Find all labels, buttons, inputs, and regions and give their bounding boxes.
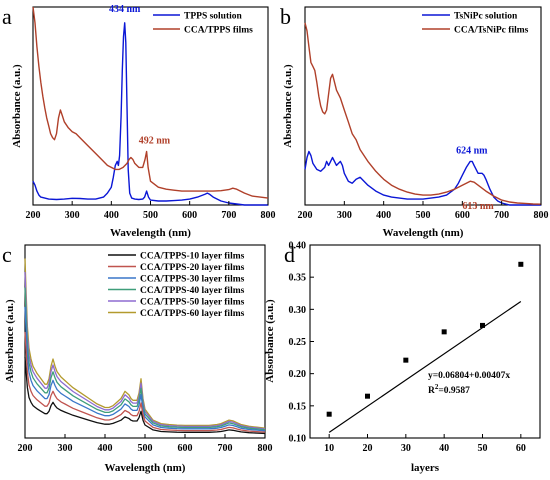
panel-c-x-tick-label-600: 600 — [178, 443, 193, 454]
panel-d-y-tick-label-0.10: 0.10 — [289, 434, 307, 445]
annotation-624nm: 624 nm — [456, 146, 488, 157]
panel-letter-b: b — [280, 4, 291, 29]
data-point-layers-60 — [518, 261, 524, 267]
panel-d-y-ticks: 0.10 0.15 0.20 0.25 0.30 0.35 0.40 — [289, 241, 314, 445]
panel-letter-d: d — [284, 242, 295, 267]
legend-label-cca-tpps-10-layer-films: CCA/TPPS-10 layer films — [140, 252, 245, 262]
fit-equation: y=0.06804+0.00407x — [428, 371, 510, 381]
panel-d-x-tick-label-40: 40 — [439, 443, 449, 454]
panel-b-x-tick-label-700: 700 — [494, 210, 509, 221]
series-line-cca-tpps-films — [32, 6, 269, 199]
panel-d-y-tick-label-0.15: 0.15 — [289, 401, 307, 412]
panel-a-x-axis-label: Wavelength (nm) — [110, 227, 191, 239]
panel-b-x-tick-label-400: 400 — [376, 210, 391, 221]
series-line-cca-tpps-10-layer-films — [24, 356, 266, 435]
panel-d-y-tick-label-0.20: 0.20 — [289, 369, 307, 380]
panel-d-x-tick-label-20: 20 — [363, 443, 373, 454]
panel-c-x-tick-label-800: 800 — [258, 443, 273, 454]
fit-r-squared: R2=0.9587 — [428, 383, 470, 396]
panel-a-y-axis-label: Absorbance (a.u.) — [11, 64, 23, 148]
panel-a-frame — [32, 6, 269, 206]
panel-c-x-axis-label: Wavelength (nm) — [105, 462, 186, 474]
legend-label-tpps-solution: TPPS solution — [184, 12, 243, 22]
panel-b-x-tick-label-500: 500 — [416, 210, 431, 221]
panel-c: c 200 300 400 500 600 700 800 Wavelength (nm) … — [2, 242, 273, 474]
panel-a-x-tick-label-200: 200 — [26, 210, 41, 221]
panel-d: d 10 20 30 40 50 60 0.100.150.200.250.300.350… — [264, 241, 541, 474]
panel-d-x-tick-label-60: 60 — [516, 443, 526, 454]
panel-b-x-tick-label-800: 800 — [534, 210, 549, 221]
legend-label-cca-tpps-films: CCA/TPPS films — [184, 26, 253, 36]
annotation-434nm: 434 nm — [109, 4, 141, 15]
panel-c-x-tick-label-700: 700 — [218, 443, 233, 454]
panel-b-x-ticks: 200 300 400 500 600 700 800 — [298, 201, 549, 221]
panel-d-plot — [326, 261, 524, 433]
legend-label-cca-tpps-30-layer-films: CCA/TPPS-30 layer films — [140, 275, 245, 285]
panel-c-x-tick-label-500: 500 — [138, 443, 153, 454]
fit-line — [328, 300, 522, 433]
panel-a-x-tick-label-600: 600 — [182, 210, 197, 221]
panel-d-frame — [309, 244, 541, 439]
legend-label-tsnipc-solution: TsNiPc solution — [454, 12, 518, 22]
data-point-layers-20 — [365, 393, 370, 399]
series-line-cca-tpps-50-layer-films — [24, 271, 266, 430]
panel-d-y-tick-label-0.25: 0.25 — [289, 337, 307, 348]
panel-a-x-tick-label-800: 800 — [261, 210, 276, 221]
legend-label-cca-tpps-20-layer-films: CCA/TPPS-20 layer films — [140, 263, 245, 273]
panel-c-x-ticks: 200 300 400 500 600 700 800 — [18, 434, 273, 454]
panel-b-plot — [304, 22, 542, 206]
panel-a: a 200 300 400 500 600 700 800 Wavelength (nm) … — [2, 4, 276, 239]
series-line-tsnipc-solution — [304, 150, 541, 206]
panel-letter-c: c — [2, 242, 12, 267]
panel-d-x-axis-label: layers — [411, 462, 440, 474]
panel-b-x-axis-label: Wavelength (nm) — [383, 227, 464, 239]
legend-label-cca-tpps-60-layer-films: CCA/TPPS-60 layer films — [140, 309, 245, 319]
panel-a-x-ticks: 200 300 400 500 600 700 800 — [26, 201, 276, 221]
panel-a-x-tick-label-300: 300 — [65, 210, 80, 221]
data-point-layers-30 — [403, 357, 409, 363]
series-line-cca-tsnipc-films — [304, 22, 542, 205]
panel-b-frame — [304, 6, 542, 206]
panel-c-x-tick-label-400: 400 — [98, 443, 113, 454]
panel-a-legend: TPPS solution CCA/TPPS films — [153, 12, 253, 36]
panel-d-x-ticks: 10 20 30 40 50 60 — [324, 434, 526, 454]
panel-a-x-tick-label-500: 500 — [143, 210, 158, 221]
panel-d-x-tick-label-50: 50 — [478, 443, 488, 454]
panel-b-x-tick-label-300: 300 — [337, 210, 352, 221]
series-line-cca-tpps-20-layer-films — [24, 331, 266, 433]
legend-label-cca-tpps-40-layer-films: CCA/TPPS-40 layer films — [140, 286, 245, 296]
series-line-cca-tpps-40-layer-films — [24, 287, 266, 431]
panel-d-x-tick-label-10: 10 — [324, 443, 334, 454]
annotation-492nm: 492 nm — [139, 136, 171, 147]
series-line-tpps-solution — [32, 22, 268, 206]
panel-b-y-axis-label: Absorbance (a.u.) — [282, 64, 294, 148]
panel-d-y-axis-label: Absorbance (a.u.) — [264, 299, 276, 383]
panel-a-plot — [32, 6, 269, 206]
panel-c-plot — [24, 258, 266, 435]
panel-b: b 200 300 400 500 600 700 800 Wavelength (nm) … — [280, 4, 549, 239]
annotation-613nm: 613 nm — [462, 201, 494, 212]
panel-a-x-tick-label-400: 400 — [104, 210, 119, 221]
panel-b-legend: TsNiPc solution CCA/TsNiPc films — [422, 12, 529, 36]
panel-a-x-tick-label-700: 700 — [221, 210, 236, 221]
panel-b-x-tick-label-600: 600 — [455, 210, 470, 221]
legend-label-cca-tpps-50-layer-films: CCA/TPPS-50 layer films — [140, 298, 245, 308]
panel-b-x-tick-label-200: 200 — [298, 210, 313, 221]
panel-c-y-axis-label: Absorbance (a.u.) — [4, 299, 16, 383]
panel-d-y-tick-label-0.35: 0.35 — [289, 273, 307, 284]
panel-d-y-tick-label-0.40: 0.40 — [289, 241, 307, 252]
data-point-layers-10 — [326, 411, 332, 417]
data-point-layers-40 — [441, 329, 447, 335]
panel-letter-a: a — [2, 4, 12, 29]
panel-c-x-tick-label-200: 200 — [18, 443, 33, 454]
panel-c-x-tick-label-300: 300 — [58, 443, 73, 454]
panel-d-y-tick-label-0.30: 0.30 — [289, 305, 307, 316]
legend-label-cca-tsnipc-films: CCA/TsNiPc films — [454, 26, 529, 36]
series-line-cca-tpps-60-layer-films — [24, 258, 266, 429]
panel-d-x-tick-label-30: 30 — [401, 443, 411, 454]
series-line-cca-tpps-30-layer-films — [24, 306, 266, 432]
data-point-layers-50 — [480, 322, 485, 328]
